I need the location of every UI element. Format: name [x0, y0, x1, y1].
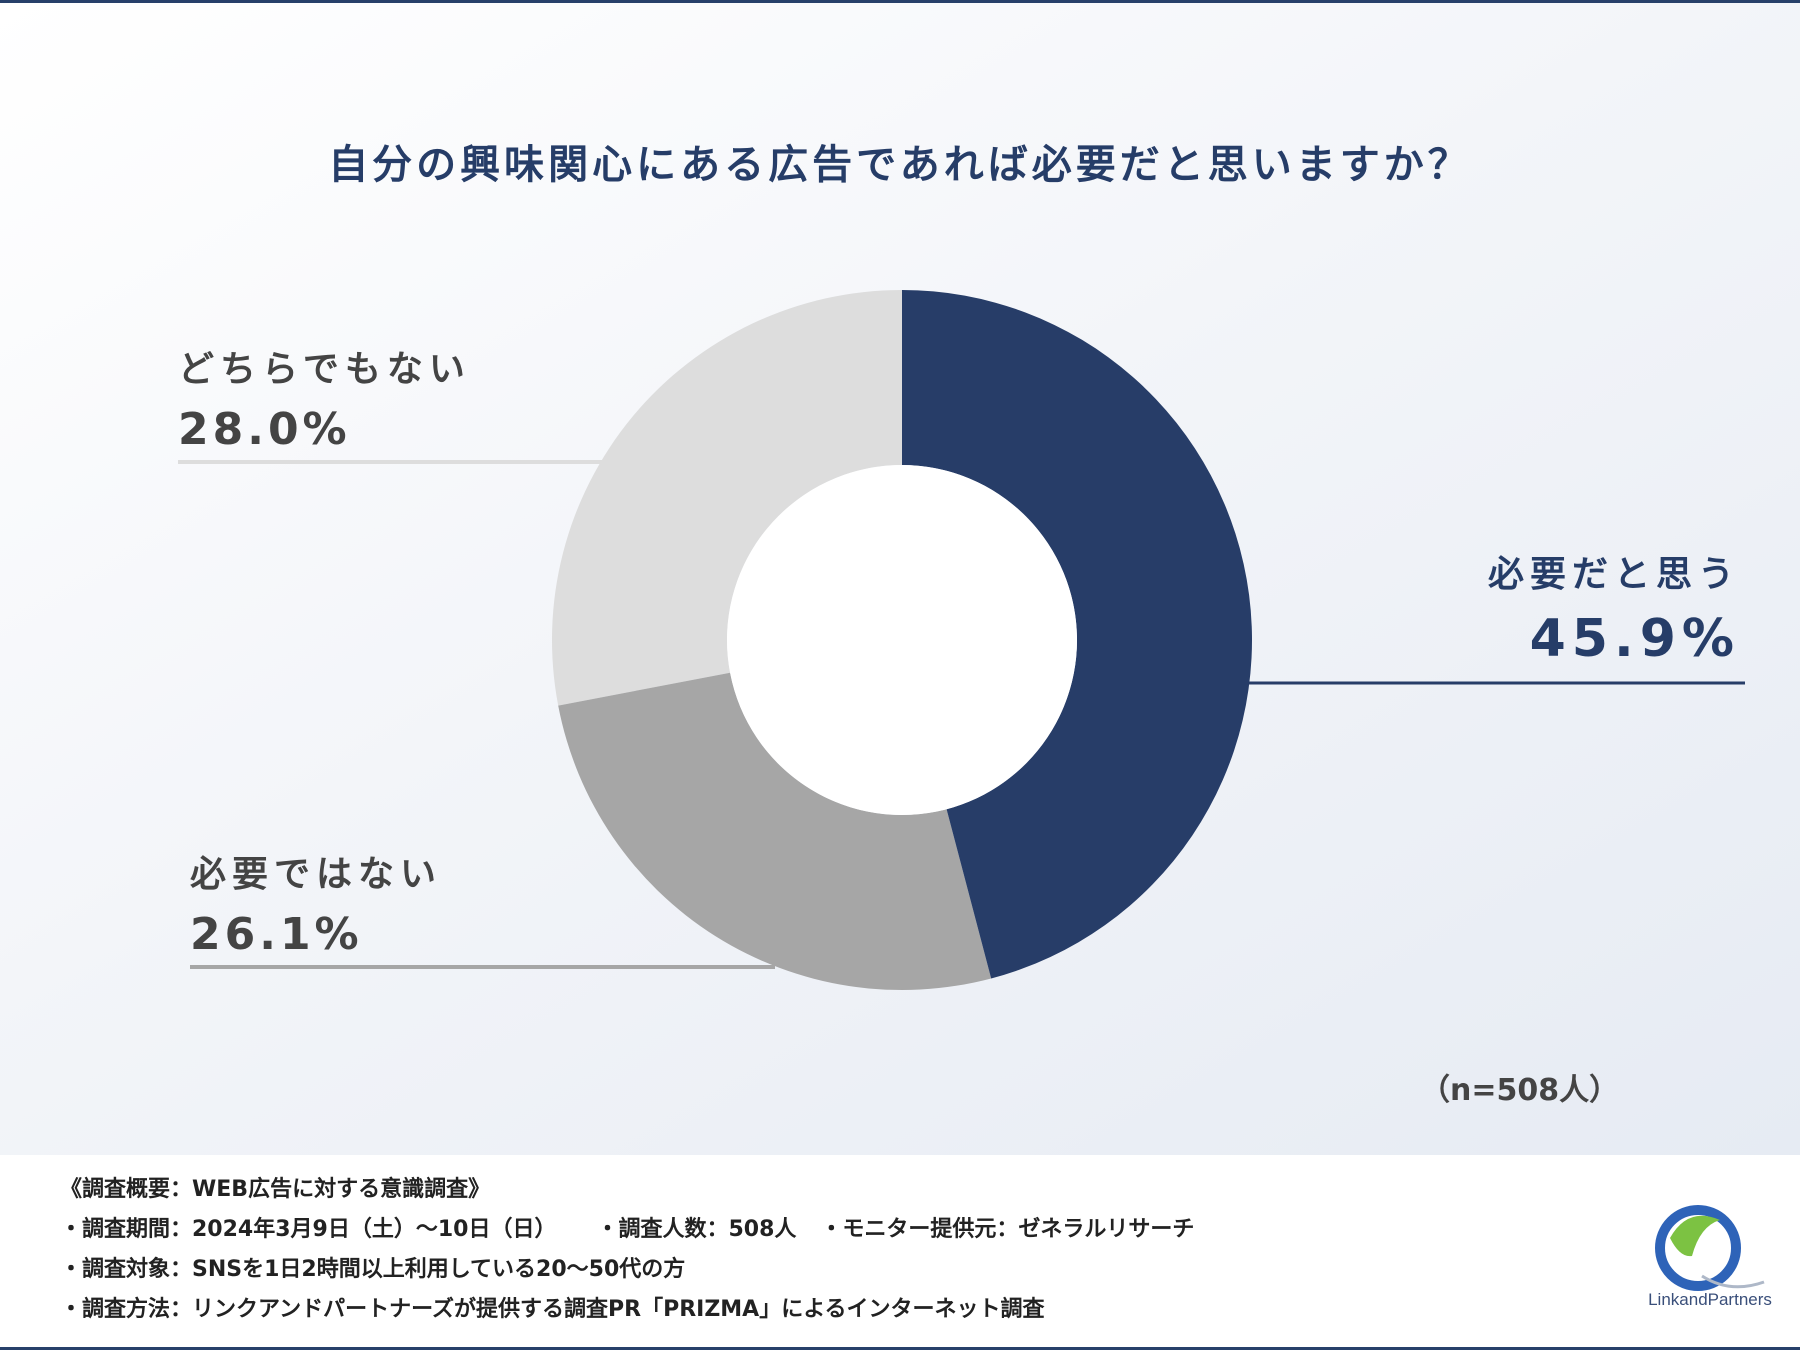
bottom-border [0, 1347, 1800, 1350]
label-not-needed-value: 26.1% [190, 909, 363, 960]
label-neither-name: どちらでもない [178, 349, 471, 390]
label-not-needed: 必要ではない 26.1% [190, 845, 442, 960]
slice-not-needed [558, 672, 992, 990]
survey-target: ・調査対象：SNSを1日2時間以上利用している20〜50代の方 [60, 1257, 686, 1282]
company-logo-text: LinkandPartners [1648, 1290, 1772, 1309]
label-neither-value: 28.0% [178, 404, 351, 455]
survey-count: ・調査人数：508人 [596, 1217, 797, 1242]
chart-title: 自分の興味関心にある広告であれば必要だと思いますか？ [328, 142, 1472, 188]
top-border [0, 0, 1800, 3]
survey-method: ・調査方法：リンクアンドパートナーズが提供する調査PR「PRIZMA」によるイン… [60, 1297, 1045, 1322]
slice-need [902, 290, 1252, 979]
sample-size: （n=508人） [1420, 1073, 1620, 1108]
donut-hole [727, 465, 1077, 815]
survey-period-row: ・調査期間：2024年3月9日（土）〜10日（日） ・調査人数：508人 ・モニター… [60, 1210, 1194, 1250]
survey-provider: ・モニター提供元：ゼネラルリサーチ [820, 1217, 1195, 1242]
survey-summary: 《調査概要：WEB広告に対する意識調査》 [60, 1177, 491, 1202]
company-logo-icon [1655, 1205, 1765, 1291]
survey-footer: 《調査概要：WEB広告に対する意識調査》 ・調査期間：2024年3月9日（土）〜… [60, 1170, 1194, 1330]
slice-neither [551, 290, 902, 706]
survey-period: ・調査期間：2024年3月9日（土）〜10日（日） [60, 1217, 557, 1242]
label-need: 必要だと思う 45.9% [1380, 545, 1740, 669]
label-not-needed-name: 必要ではない [190, 854, 443, 895]
label-need-value: 45.9% [1529, 609, 1740, 669]
donut-chart [178, 290, 1745, 990]
label-need-name: 必要だと思う [1487, 554, 1740, 595]
label-neither: どちらでもない 28.0% [178, 340, 471, 455]
